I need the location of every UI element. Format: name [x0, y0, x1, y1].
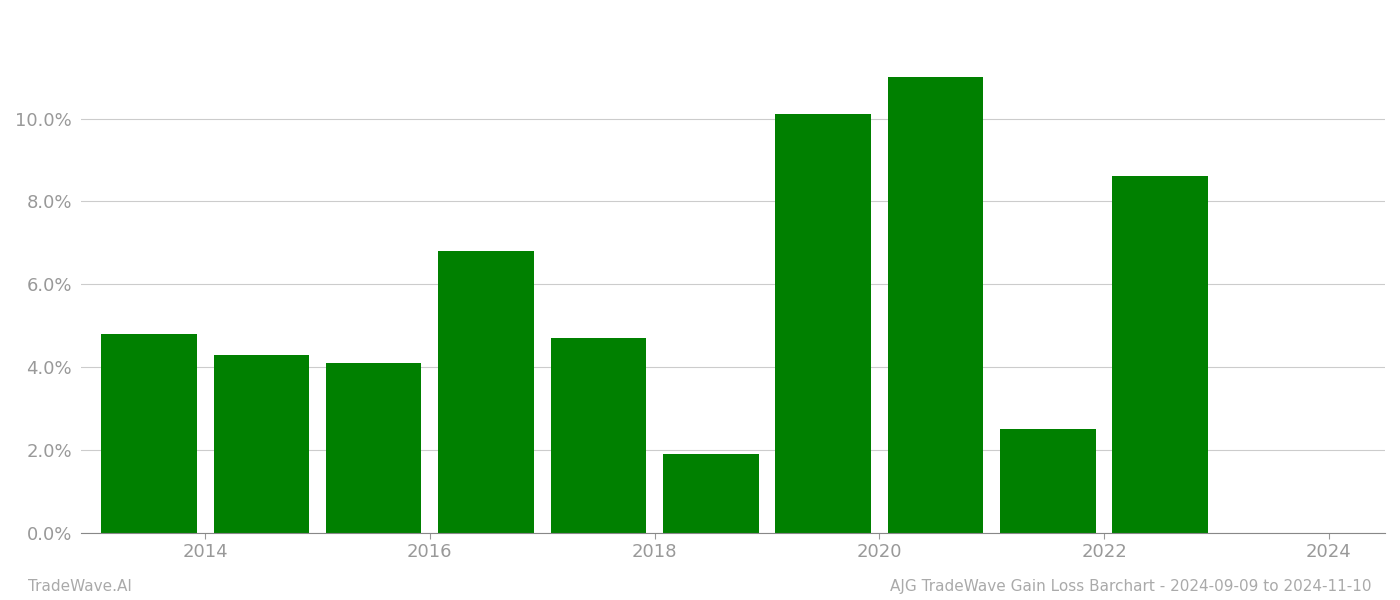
Bar	[438, 251, 533, 533]
Bar	[664, 454, 759, 533]
Bar	[214, 355, 309, 533]
Bar	[1000, 429, 1096, 533]
Bar	[776, 115, 871, 533]
Text: AJG TradeWave Gain Loss Barchart - 2024-09-09 to 2024-11-10: AJG TradeWave Gain Loss Barchart - 2024-…	[890, 579, 1372, 594]
Bar	[326, 363, 421, 533]
Text: TradeWave.AI: TradeWave.AI	[28, 579, 132, 594]
Bar	[101, 334, 196, 533]
Bar	[550, 338, 647, 533]
Bar	[1113, 176, 1208, 533]
Bar	[888, 77, 983, 533]
